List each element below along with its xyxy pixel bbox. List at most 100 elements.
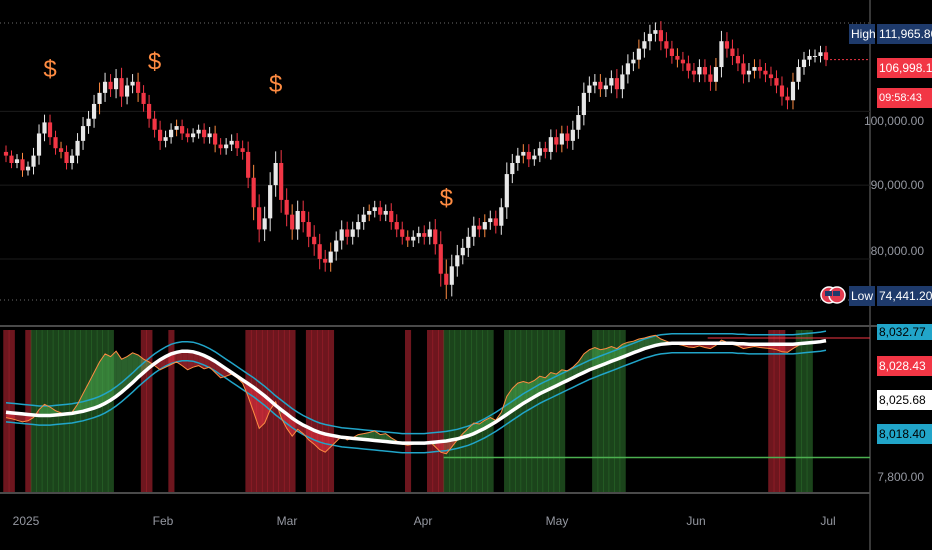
candle-body-17 [97,92,102,104]
regime-band-44 [245,330,252,492]
regime-band-109 [603,330,610,492]
candle-body-59 [328,251,333,263]
candle-body-78 [433,229,438,245]
osc-fill-30 [171,352,177,365]
candle-body-38 [213,133,218,145]
regime-band-25 [140,330,147,492]
candle-body-48 [268,185,273,219]
candle-body-136 [752,67,757,71]
candle-body-81 [449,266,454,285]
candle-body-63 [350,229,355,237]
regime-band-100 [553,330,560,492]
candle-body-110 [609,78,614,86]
candle-body-140 [774,78,779,86]
candle-body-39 [218,144,223,149]
candle-body-34 [191,133,196,138]
regime-band-49 [272,330,280,492]
regime-band-93 [515,330,522,492]
candle-body-42 [235,140,240,149]
candle-body-120 [664,41,669,49]
candle-body-22 [124,85,130,97]
regime-band-16 [91,330,98,492]
osc-fill-23 [132,352,139,383]
candle-body-148 [818,52,823,56]
candle-body-114 [631,59,636,64]
osc-fill-13 [77,393,84,413]
candle-body-105 [581,92,586,116]
regime-band-98 [542,330,549,492]
osc-fill-18 [105,353,111,404]
price-tick-90k: 90,000.00 [870,178,924,192]
event-flag-icon[interactable] [820,282,846,308]
regime-band-10 [58,330,65,492]
candle-body-127 [702,67,708,75]
candle-body-24 [135,81,141,93]
regime-band-85 [471,330,478,492]
regime-band-30 [168,330,175,492]
candle-body-15 [86,118,91,127]
osc-fill-7 [44,404,51,416]
candle-body-55 [306,222,311,237]
candle-body-2 [14,159,20,163]
regime-band-19 [107,330,114,492]
candle-body-79 [438,244,443,274]
osc-fill-92 [512,383,518,411]
osc-fill-46 [259,391,265,429]
candle-body-57 [317,244,322,259]
regime-band-73 [404,330,412,492]
time-label-feb: Feb [152,514,174,528]
osc-fill-116 [644,336,650,349]
candle-body-131 [724,41,730,49]
price-tick-80k: 80,000.00 [870,244,924,258]
candle-body-108 [598,81,603,90]
high-label-tag: High [849,24,876,44]
regime-band-79 [438,330,445,492]
candle-body-65 [361,214,366,223]
time-label-apr: Apr [413,514,433,528]
candle-body-126 [697,67,702,75]
osc-band-1 [5,349,827,454]
regime-band-59 [327,330,335,492]
candle-body-64 [356,222,361,230]
regime-band-18 [102,330,109,492]
osc-fill-67 [374,430,381,442]
candle-body-84 [466,236,471,248]
candle-body-69 [383,210,388,215]
candle-body-129 [713,67,719,82]
candle-body-77 [427,229,432,237]
candle-body-8 [47,122,53,138]
candle-body-62 [345,229,350,237]
candle-body-143 [790,81,796,101]
candle-body-92 [510,163,515,175]
candle-body-41 [229,140,234,145]
candle-body-31 [174,126,179,130]
regime-band-139 [768,330,775,492]
price-tick-100k: 100,000.00 [863,114,924,128]
candle-body-40 [224,144,229,149]
regime-band-141 [779,330,786,492]
candle-body-93 [515,155,520,163]
osc-fill-108 [600,348,606,366]
candle-body-107 [592,81,597,86]
regime-band-111 [614,330,621,492]
candle-body-97 [537,148,542,156]
candle-body-72 [400,229,405,237]
candle-body-27 [152,118,157,130]
regime-band-80 [443,330,450,492]
candle-body-4 [25,166,31,171]
regime-band-83 [460,330,467,492]
last-price-tag: 106,998.13 [877,58,932,78]
candle-body-33 [185,133,190,138]
dollar-marker-1: $ [148,49,161,76]
candle-body-12 [69,155,75,163]
regime-band-4 [25,330,32,492]
regime-band-95 [526,330,533,492]
regime-band-1 [8,330,15,492]
candle-body-49 [273,163,278,186]
candle-body-71 [394,222,399,230]
high-value-tag: 111,965.80 [877,24,932,44]
candle-body-58 [323,258,328,263]
regime-band-110 [608,330,615,492]
candle-body-23 [130,81,135,86]
